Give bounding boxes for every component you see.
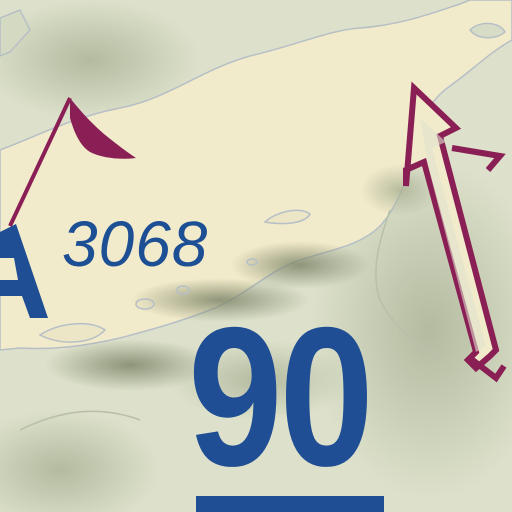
route-number-label: 90	[188, 286, 374, 507]
route-shield-bar	[196, 496, 384, 512]
direction-arrow-icon	[403, 81, 507, 383]
summit-flag-icon	[8, 97, 136, 227]
peak-elevation-label: 3068	[62, 208, 209, 280]
pass-marker-icon	[0, 224, 48, 318]
